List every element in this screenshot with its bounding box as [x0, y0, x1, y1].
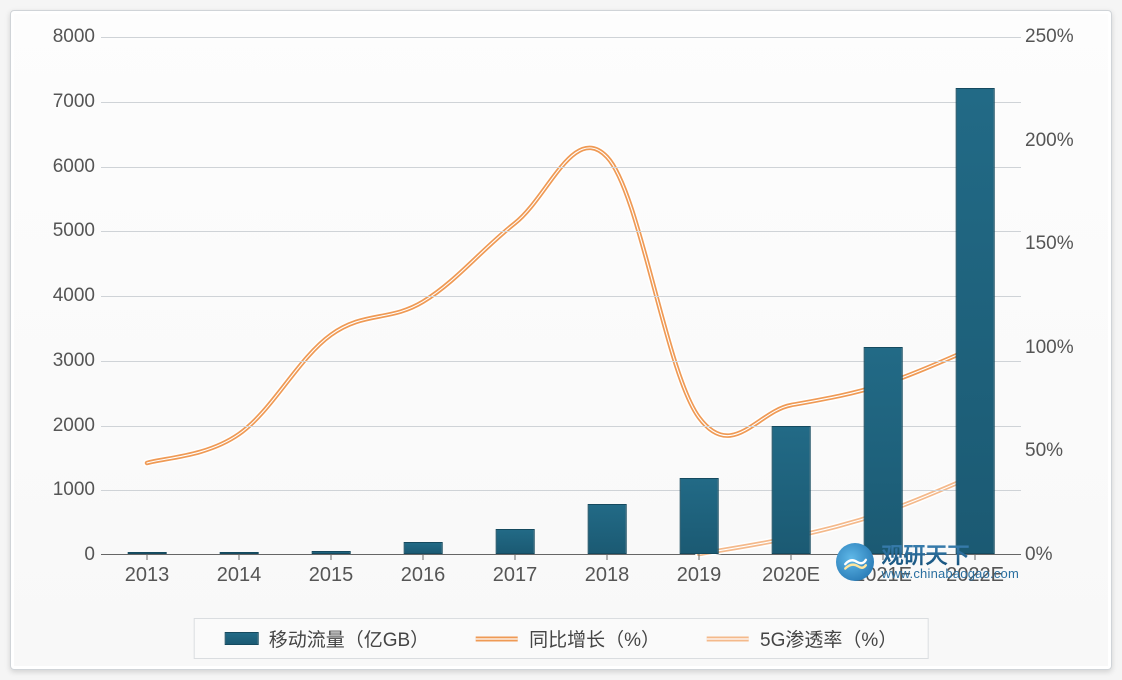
- line-5g: [699, 475, 975, 554]
- x-tick-label: 2018: [585, 564, 630, 587]
- grid-line: [101, 231, 1021, 232]
- line-5g: [699, 475, 975, 554]
- y-left-tick-label: 5000: [39, 220, 95, 242]
- line-growth: [147, 148, 975, 463]
- grid-line: [101, 296, 1021, 297]
- y-left-tick-label: 2000: [39, 415, 95, 437]
- plot-area-wrap: 0 1000 2000 3000 4000 5000 6000 7000 8000 0% 50% 10…: [39, 29, 1083, 589]
- x-tick: [331, 554, 332, 560]
- bar: [588, 504, 627, 555]
- chart-frame: 0 1000 2000 3000 4000 5000 6000 7000 8000 0% 50% 10…: [10, 10, 1112, 670]
- bar: [864, 347, 903, 554]
- legend-swatch-bar: [225, 632, 259, 645]
- x-tick: [883, 554, 884, 560]
- x-tick-label: 2020E: [762, 564, 820, 587]
- grid-line: [101, 102, 1021, 103]
- y-right-tick-label: 200%: [1025, 130, 1083, 152]
- bar: [404, 542, 443, 554]
- y-left-tick-label: 3000: [39, 350, 95, 372]
- x-tick: [147, 554, 148, 560]
- x-tick-label: 2014: [217, 564, 262, 587]
- x-tick: [699, 554, 700, 560]
- y-left-tick-label: 0: [39, 544, 95, 566]
- x-tick: [239, 554, 240, 560]
- legend-item-growth: 同比增长（%）: [475, 625, 660, 652]
- y-left-tick-label: 7000: [39, 91, 95, 113]
- y-right-tick-label: 50%: [1025, 440, 1083, 462]
- x-tick: [515, 554, 516, 560]
- x-tick-label: 2022E: [946, 564, 1004, 587]
- legend-label: 同比增长（%）: [529, 625, 660, 652]
- legend-label: 移动流量（亿GB）: [269, 625, 429, 652]
- line-5g: [699, 475, 975, 554]
- bar: [680, 478, 719, 554]
- y-left-tick-label: 8000: [39, 26, 95, 48]
- bar: [128, 552, 167, 554]
- legend-item-5g: 5G渗透率（%）: [706, 625, 897, 652]
- grid-line: [101, 167, 1021, 168]
- legend-label: 5G渗透率（%）: [760, 625, 897, 652]
- grid-line: [101, 37, 1021, 38]
- y-right-tick-label: 100%: [1025, 337, 1083, 359]
- x-tick-label: 2021E: [854, 564, 912, 587]
- legend-item-bars: 移动流量（亿GB）: [225, 625, 429, 652]
- bar: [312, 551, 351, 554]
- bar: [496, 529, 535, 554]
- bar: [956, 88, 995, 554]
- x-tick: [423, 554, 424, 560]
- x-tick-label: 2019: [677, 564, 722, 587]
- bar: [772, 426, 811, 554]
- legend-swatch-line-icon: [706, 632, 750, 646]
- x-tick-label: 2017: [493, 564, 538, 587]
- x-tick-label: 2016: [401, 564, 446, 587]
- line-growth: [147, 148, 975, 463]
- legend-swatch-line-icon: [475, 632, 519, 646]
- y-left-tick-label: 1000: [39, 479, 95, 501]
- x-tick-label: 2013: [125, 564, 170, 587]
- x-tick: [791, 554, 792, 560]
- x-tick: [607, 554, 608, 560]
- x-tick-label: 2015: [309, 564, 354, 587]
- y-right-tick-label: 250%: [1025, 26, 1083, 48]
- bar: [220, 552, 259, 554]
- y-right-tick-label: 150%: [1025, 233, 1083, 255]
- plot-area: [101, 37, 1021, 555]
- x-tick: [975, 554, 976, 560]
- y-left-tick-label: 4000: [39, 285, 95, 307]
- legend: 移动流量（亿GB） 同比增长（%） 5G渗透率（%）: [194, 618, 929, 659]
- line-growth: [147, 148, 975, 463]
- y-right-tick-label: 0%: [1025, 544, 1083, 566]
- y-left-tick-label: 6000: [39, 156, 95, 178]
